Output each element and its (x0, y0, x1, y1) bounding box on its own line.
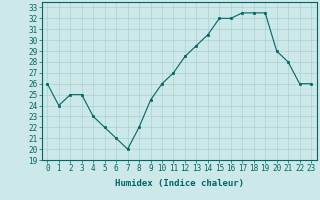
X-axis label: Humidex (Indice chaleur): Humidex (Indice chaleur) (115, 179, 244, 188)
